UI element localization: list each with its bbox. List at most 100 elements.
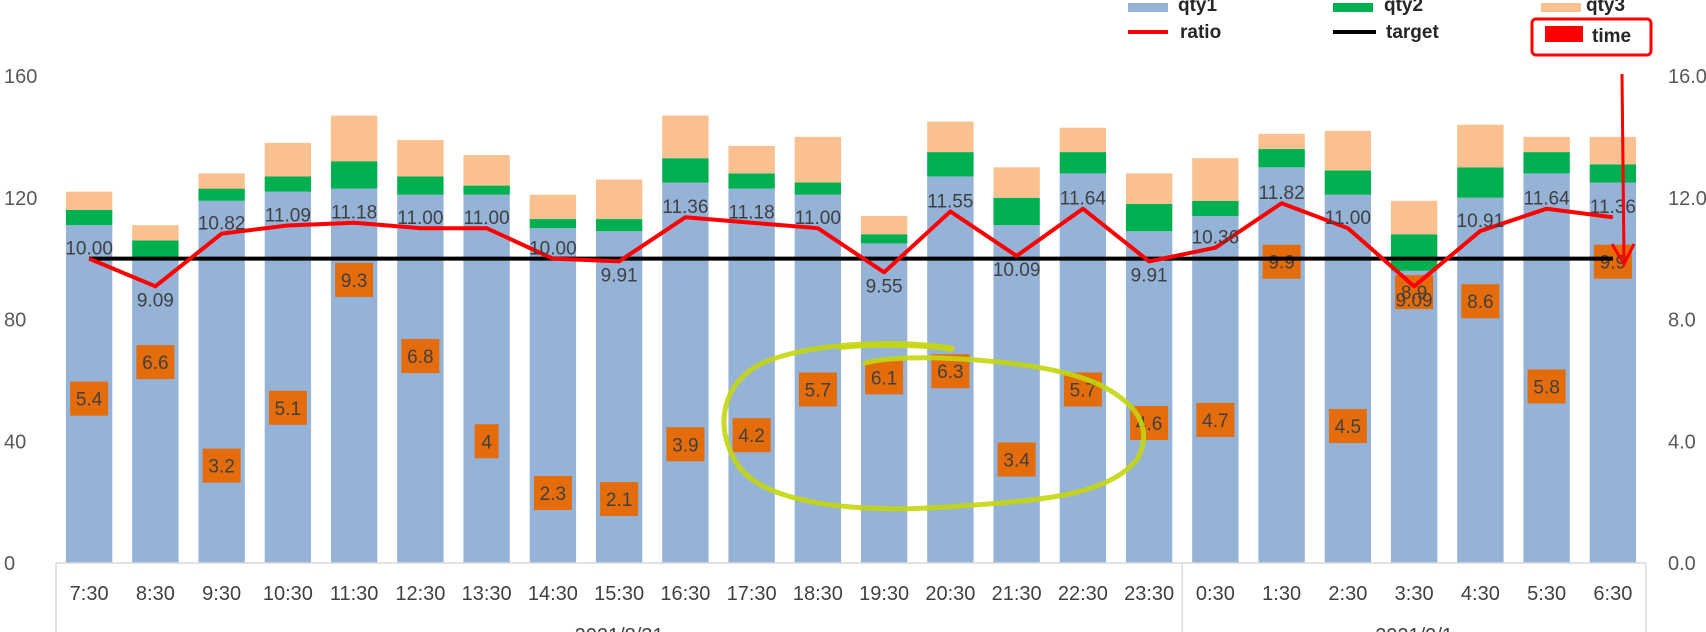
bar-qty1	[1457, 197, 1504, 563]
bar-qty1	[1523, 173, 1570, 563]
bar-qty3	[595, 179, 643, 220]
ratio-series-line	[88, 201, 1614, 289]
bar-qty3	[1390, 200, 1438, 235]
bar-qty3	[1125, 173, 1173, 204]
bar-qty1	[264, 191, 312, 563]
bar-qty3	[860, 216, 908, 235]
time-label-box	[1461, 284, 1500, 319]
x-tick-label: 21:30	[992, 583, 1042, 605]
x-tick-label: 4:30	[1461, 583, 1500, 605]
bar-qty2	[1258, 149, 1305, 168]
ratio-data-label: 11.00	[795, 208, 841, 229]
bar-qty2	[1192, 200, 1239, 217]
legend-label-qty3: qty3	[1586, 0, 1625, 16]
time-data-label: 2.3	[540, 484, 566, 505]
bar-qty3	[1324, 130, 1372, 171]
ratio-data-label: 11.00	[397, 208, 443, 229]
bar-qty3	[65, 191, 113, 210]
ratio-data-label: 10.00	[65, 239, 113, 260]
time-data-label: 9.9	[1268, 253, 1294, 274]
legend-label-time: time	[1592, 26, 1631, 47]
x-tick-label: 1:30	[1262, 583, 1301, 605]
bar-qty2	[1390, 234, 1438, 271]
time-label-box	[600, 482, 639, 517]
time-data-label: 3.4	[1003, 451, 1030, 472]
x-tick-label: 9:30	[202, 583, 241, 605]
bar-qty2	[132, 240, 179, 259]
bar-qty1	[463, 194, 510, 564]
time-data-label: 4.5	[1335, 417, 1361, 438]
bar-qty1	[330, 188, 378, 563]
bar-qty2	[463, 185, 510, 195]
x-tick-label: 23:30	[1124, 583, 1174, 605]
time-label-box	[268, 390, 307, 425]
y-left-tick-label: 40	[4, 431, 26, 453]
time-data-label: 8.9	[1401, 283, 1427, 304]
ratio-data-label: 11.09	[265, 205, 311, 226]
ratio-data-label: 11.36	[662, 197, 708, 218]
ratio-data-label: 10.00	[529, 239, 577, 260]
x-tick-label: 10:30	[263, 583, 313, 605]
time-label-box	[1328, 409, 1367, 444]
time-data-label: 6.6	[142, 353, 168, 374]
bar-qty2	[927, 152, 974, 177]
y-right-tick-label: 12.0	[1668, 188, 1706, 210]
time-data-label: 5.4	[76, 390, 103, 411]
bar-qty2	[529, 219, 577, 229]
y-right-tick-label: 16.0	[1668, 66, 1706, 88]
ratio-data-label: 11.64	[1060, 189, 1107, 210]
ratio-data-label: 10.82	[198, 214, 246, 235]
x-tick-label: 6:30	[1593, 583, 1632, 605]
red-arrow-shaft	[1620, 73, 1626, 259]
ratio-data-label: 11.00	[1325, 208, 1371, 229]
bar-qty2	[1589, 164, 1637, 183]
x-tick-label: 2:30	[1328, 583, 1367, 605]
time-label-box	[1527, 369, 1566, 404]
time-label-box	[1262, 244, 1301, 279]
x-group-label: 2021/9/1	[1375, 625, 1453, 632]
bar-qty2	[1457, 167, 1504, 198]
legend-swatch-qty1	[1128, 3, 1168, 12]
bar-qty2	[1059, 152, 1107, 174]
bar-qty3	[993, 167, 1040, 198]
time-label-box	[533, 475, 572, 510]
ratio-data-labels: 10.00 9.09 10.82 11.09 11.18 11.00 11.00 10.00 9…	[65, 183, 1636, 311]
bar-qty3	[529, 194, 577, 220]
bar-qty3	[1457, 124, 1504, 168]
bar-qty3	[132, 225, 179, 241]
time-data-label: 6.3	[937, 362, 963, 383]
bar-qty1	[1324, 194, 1372, 564]
time-data-label: 6.1	[871, 368, 897, 389]
bar-qty1	[1059, 173, 1107, 563]
x-group-label: 2021/8/31	[575, 625, 664, 632]
bar-qty2	[330, 161, 378, 189]
bar-qty3	[927, 121, 974, 153]
time-data-label: 5.1	[275, 399, 301, 420]
x-tick-label: 13:30	[462, 583, 512, 605]
bar-qty1	[132, 258, 179, 563]
x-tick-label: 18:30	[793, 583, 843, 605]
bar-qty1	[1589, 182, 1637, 563]
bar-qty3	[1258, 133, 1305, 150]
time-data-label: 4	[481, 432, 492, 453]
bar-qty2	[397, 176, 444, 195]
y-right-tick-label: 0.0	[1668, 553, 1696, 575]
ratio-data-label: 9.09	[1396, 290, 1433, 311]
bar-qty3	[397, 139, 444, 177]
x-tick-label: 5:30	[1527, 583, 1566, 605]
bar-qty1	[529, 228, 577, 563]
ratio-data-label: 10.09	[993, 260, 1041, 281]
ratio-data-label: 11.00	[464, 208, 510, 229]
time-label-box	[1196, 402, 1235, 437]
ratio-data-label: 9.55	[866, 276, 903, 297]
bar-qty1	[198, 200, 245, 563]
x-tick-label: 14:30	[528, 583, 578, 605]
time-data-label: 5.7	[805, 381, 831, 402]
time-label-box	[70, 381, 109, 416]
x-tick-label: 20:30	[925, 583, 975, 605]
bar-qty1	[993, 225, 1040, 564]
bar-qty2	[595, 219, 643, 232]
bar-qty1	[397, 194, 444, 564]
legend-label-target: target	[1386, 22, 1439, 43]
bar-qty1	[1258, 167, 1305, 563]
